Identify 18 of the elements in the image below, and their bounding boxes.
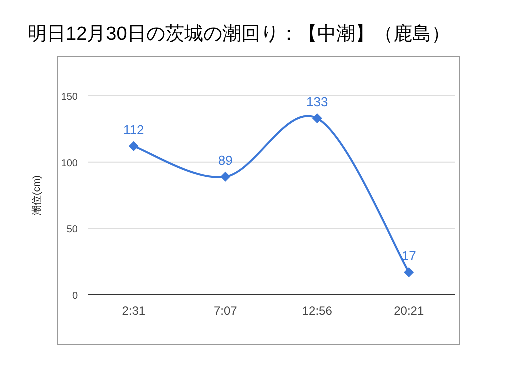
x-tick-label: 7:07 (214, 304, 238, 318)
y-tick-label: 0 (72, 291, 78, 302)
y-tick-label: 50 (66, 224, 78, 236)
y-tick-label: 100 (61, 158, 78, 170)
chart-title: 明日12月30日の茨城の潮回り：【中潮】（鹿島） (28, 23, 450, 45)
point (220, 172, 231, 182)
data-label: 133 (306, 94, 328, 110)
x-tick-label: 12:56 (302, 304, 333, 318)
y-tick-label: 150 (61, 92, 78, 103)
x-tick-label: 2:31 (122, 304, 146, 318)
point (312, 114, 322, 124)
y-axis-title: 潮位(cm) (31, 176, 43, 216)
data-label: 17 (402, 248, 416, 264)
data-label: 112 (124, 122, 144, 138)
x-tick-label: 20:21 (394, 304, 424, 318)
point (128, 141, 139, 152)
data-label: 89 (218, 152, 233, 168)
point (404, 267, 414, 278)
